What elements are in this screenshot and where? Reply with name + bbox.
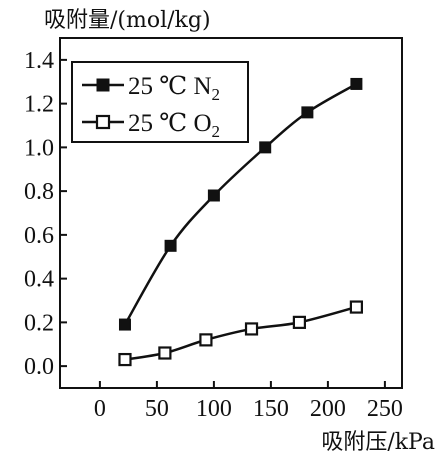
series-1-point [118, 318, 131, 331]
y-tick-label: 1.0 [24, 135, 54, 161]
legend-subscript-2: 2 [212, 122, 221, 141]
legend-label-1: 25 ℃ N2 [128, 73, 220, 104]
series-2-point [199, 333, 213, 347]
series-1-point [301, 106, 314, 119]
series-1-point [164, 239, 177, 252]
y-axis-label: 吸附量/(mol/kg) [44, 8, 211, 33]
y-tick-label: 0.4 [24, 267, 54, 293]
x-tick-label: 50 [145, 396, 169, 422]
x-tick-label: 150 [253, 396, 289, 422]
series-2-point [158, 346, 172, 360]
y-tick-label: 1.2 [24, 92, 54, 118]
x-tick-label: 200 [310, 396, 346, 422]
series-2-point [244, 322, 259, 336]
legend-subscript-1: 2 [212, 85, 221, 104]
x-axis-label: 吸附压/kPa [321, 430, 435, 455]
y-tick-label: 0.8 [24, 179, 54, 205]
y-tick-label: 0.6 [24, 223, 54, 249]
series-2-point [292, 315, 306, 329]
series-1-point [350, 77, 363, 90]
legend-label-2: 25 ℃ O2 [128, 110, 220, 141]
y-tick-label: 0.2 [24, 310, 54, 336]
plot-frame [59, 37, 403, 389]
x-tick-label: 250 [367, 396, 403, 422]
x-tick-label: 100 [196, 396, 232, 422]
series-2-point [349, 300, 363, 314]
legend-marker-2 [95, 114, 111, 130]
x-tick-label: 0 [94, 396, 106, 422]
y-tick-label: 0.0 [24, 354, 54, 380]
y-tick-label: 1.4 [24, 48, 54, 74]
legend-marker-1 [96, 78, 110, 92]
series-2-point [118, 352, 132, 367]
series-1-point [259, 141, 272, 154]
series-1-point [207, 189, 220, 202]
